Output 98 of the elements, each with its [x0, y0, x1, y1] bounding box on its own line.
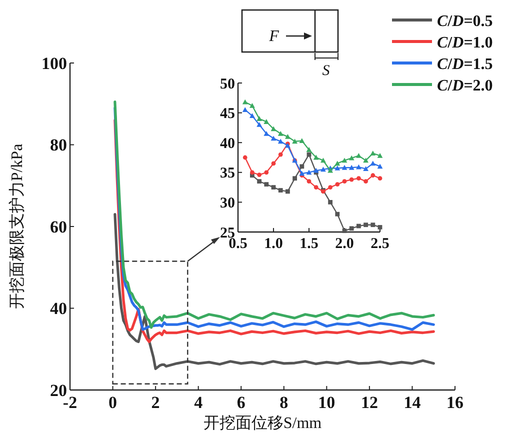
x-tick-label: 16 — [446, 393, 464, 412]
x-tick-label: 14 — [404, 393, 422, 412]
point — [278, 152, 283, 157]
point — [313, 154, 319, 160]
point — [256, 122, 262, 127]
point — [356, 176, 361, 181]
point — [370, 160, 376, 166]
point — [320, 166, 326, 172]
point — [334, 160, 340, 166]
y-tick-label: 35 — [220, 166, 235, 182]
point — [286, 189, 290, 194]
point — [313, 168, 319, 173]
point — [334, 166, 340, 170]
x-tick-label: 1.5 — [300, 236, 318, 252]
point — [300, 164, 304, 169]
point — [306, 179, 312, 184]
point — [348, 155, 354, 160]
y-axis-title: 开挖面极限支护力P/kPa — [8, 144, 26, 310]
point — [377, 164, 383, 169]
x-tick-label: 0 — [108, 393, 118, 412]
point — [370, 222, 376, 228]
y-tick-label: 30 — [220, 195, 235, 212]
y-tick-label: 80 — [50, 136, 67, 155]
point — [278, 188, 283, 192]
point — [378, 176, 382, 181]
point — [256, 116, 262, 121]
point — [242, 107, 248, 112]
x-tick-label: 8 — [280, 393, 288, 412]
legend-label: C/D=0.5 — [437, 13, 493, 30]
point — [349, 177, 354, 182]
x-tick-label: 2.0 — [335, 236, 354, 252]
point — [257, 172, 262, 177]
point — [363, 158, 368, 163]
point — [270, 126, 276, 132]
point — [271, 161, 276, 166]
point — [264, 170, 269, 175]
y-tick-label: 20 — [50, 380, 67, 400]
point — [335, 212, 340, 216]
point — [306, 170, 312, 175]
y-tick-label: 50 — [220, 76, 235, 92]
point — [335, 182, 340, 187]
point — [342, 158, 348, 163]
x-tick-label: 1.0 — [264, 236, 283, 252]
point — [328, 168, 333, 173]
y-tick-label: 40 — [220, 136, 235, 152]
x-tick-label: 12 — [360, 393, 378, 412]
point — [242, 99, 248, 104]
point — [364, 179, 368, 184]
point — [363, 166, 368, 172]
point — [250, 170, 254, 175]
point — [356, 224, 361, 228]
y-tick-label: 60 — [50, 217, 67, 236]
point — [342, 179, 347, 184]
point — [306, 147, 312, 152]
point — [328, 185, 332, 190]
point — [285, 134, 290, 139]
point — [348, 164, 354, 170]
x-tick-label: 2 — [151, 393, 160, 412]
line-series — [114, 212, 435, 370]
point — [320, 158, 326, 163]
point — [364, 222, 368, 228]
point — [278, 130, 284, 136]
point — [328, 200, 332, 204]
legend-label: C/D=2.0 — [437, 78, 493, 94]
point — [299, 170, 305, 176]
annotation: S — [322, 63, 330, 79]
legend-label: C/D=1.5 — [437, 56, 493, 73]
x-tick-label: 4 — [194, 393, 204, 412]
point — [270, 136, 276, 141]
point — [378, 225, 382, 230]
point — [250, 102, 255, 108]
point — [271, 185, 276, 190]
point — [257, 179, 262, 184]
y-tick-label: 40 — [50, 299, 67, 318]
point — [264, 119, 270, 124]
point — [264, 182, 269, 187]
point — [264, 130, 270, 136]
x-tick-label: 10 — [318, 393, 336, 412]
point — [356, 153, 362, 158]
point — [370, 173, 376, 178]
x-tick-label: 2.5 — [370, 236, 390, 252]
x-axis-title: 开挖面位移S/mm — [203, 414, 322, 432]
point — [349, 226, 354, 231]
point — [242, 155, 248, 160]
point — [292, 138, 298, 144]
point — [370, 150, 376, 156]
point — [278, 138, 284, 144]
point — [250, 113, 255, 118]
y-tick-label: 100 — [42, 54, 67, 73]
x-tick-label: 6 — [236, 393, 246, 412]
point — [314, 185, 318, 190]
legend-label: C/D=1.0 — [437, 34, 493, 52]
point — [292, 176, 297, 181]
y-tick-label: 45 — [220, 106, 235, 122]
point — [377, 153, 383, 158]
point — [299, 138, 305, 144]
point — [342, 164, 348, 170]
text: F — [268, 28, 280, 45]
